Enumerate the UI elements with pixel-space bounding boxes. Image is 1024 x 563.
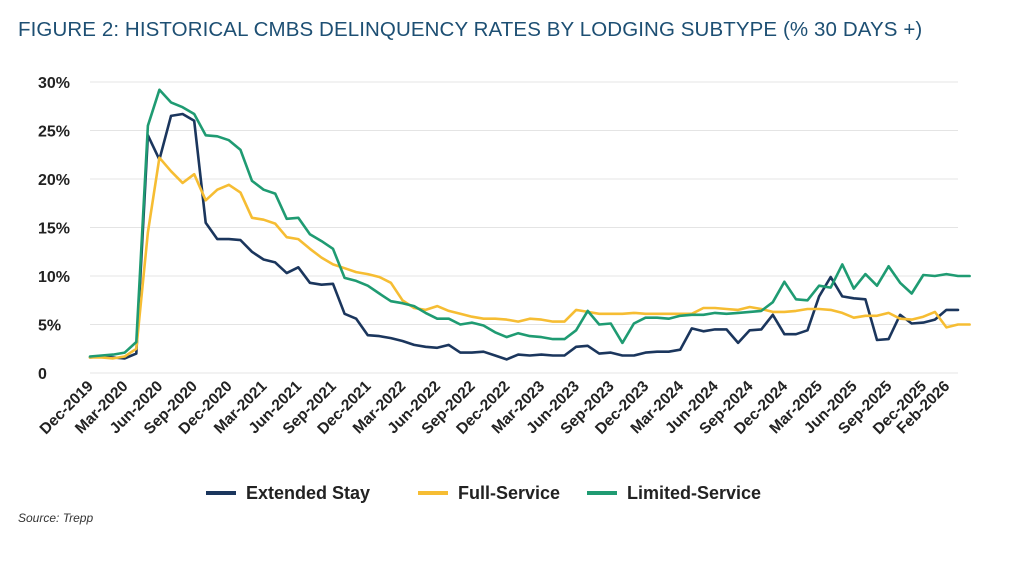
legend-item-full-service: Full-Service: [418, 483, 560, 503]
y-tick-label: 20%: [38, 172, 70, 189]
legend-label: Limited-Service: [627, 483, 761, 503]
chart-title: FIGURE 2: HISTORICAL CMBS DELINQUENCY RA…: [18, 18, 923, 41]
y-axis: 0 5% 10% 15% 20% 25% 30%: [38, 75, 70, 383]
series-line-full-service: [88, 156, 971, 360]
legend-item-limited-service: Limited-Service: [587, 483, 761, 503]
y-tick-label: 30%: [38, 75, 70, 92]
y-tick-label: 5%: [38, 318, 61, 335]
source-note: Source: Trepp: [18, 511, 94, 525]
y-tick-label: 0: [38, 366, 47, 383]
legend-item-extended-stay: Extended Stay: [206, 483, 370, 503]
series-lines: [88, 88, 971, 361]
y-tick-label: 15%: [38, 221, 70, 238]
y-tick-label: 10%: [38, 269, 70, 286]
legend: Extended Stay Full-Service Limited-Service: [206, 483, 761, 503]
series-line-extended-stay: [88, 112, 960, 361]
legend-label: Extended Stay: [246, 483, 370, 503]
x-axis: Dec-2019Mar-2020Jun-2020Sep-2020Dec-2020…: [37, 378, 954, 438]
gridlines: [90, 81, 958, 374]
legend-label: Full-Service: [458, 483, 560, 503]
y-tick-label: 25%: [38, 124, 70, 141]
series-line-limited-service: [88, 88, 971, 358]
